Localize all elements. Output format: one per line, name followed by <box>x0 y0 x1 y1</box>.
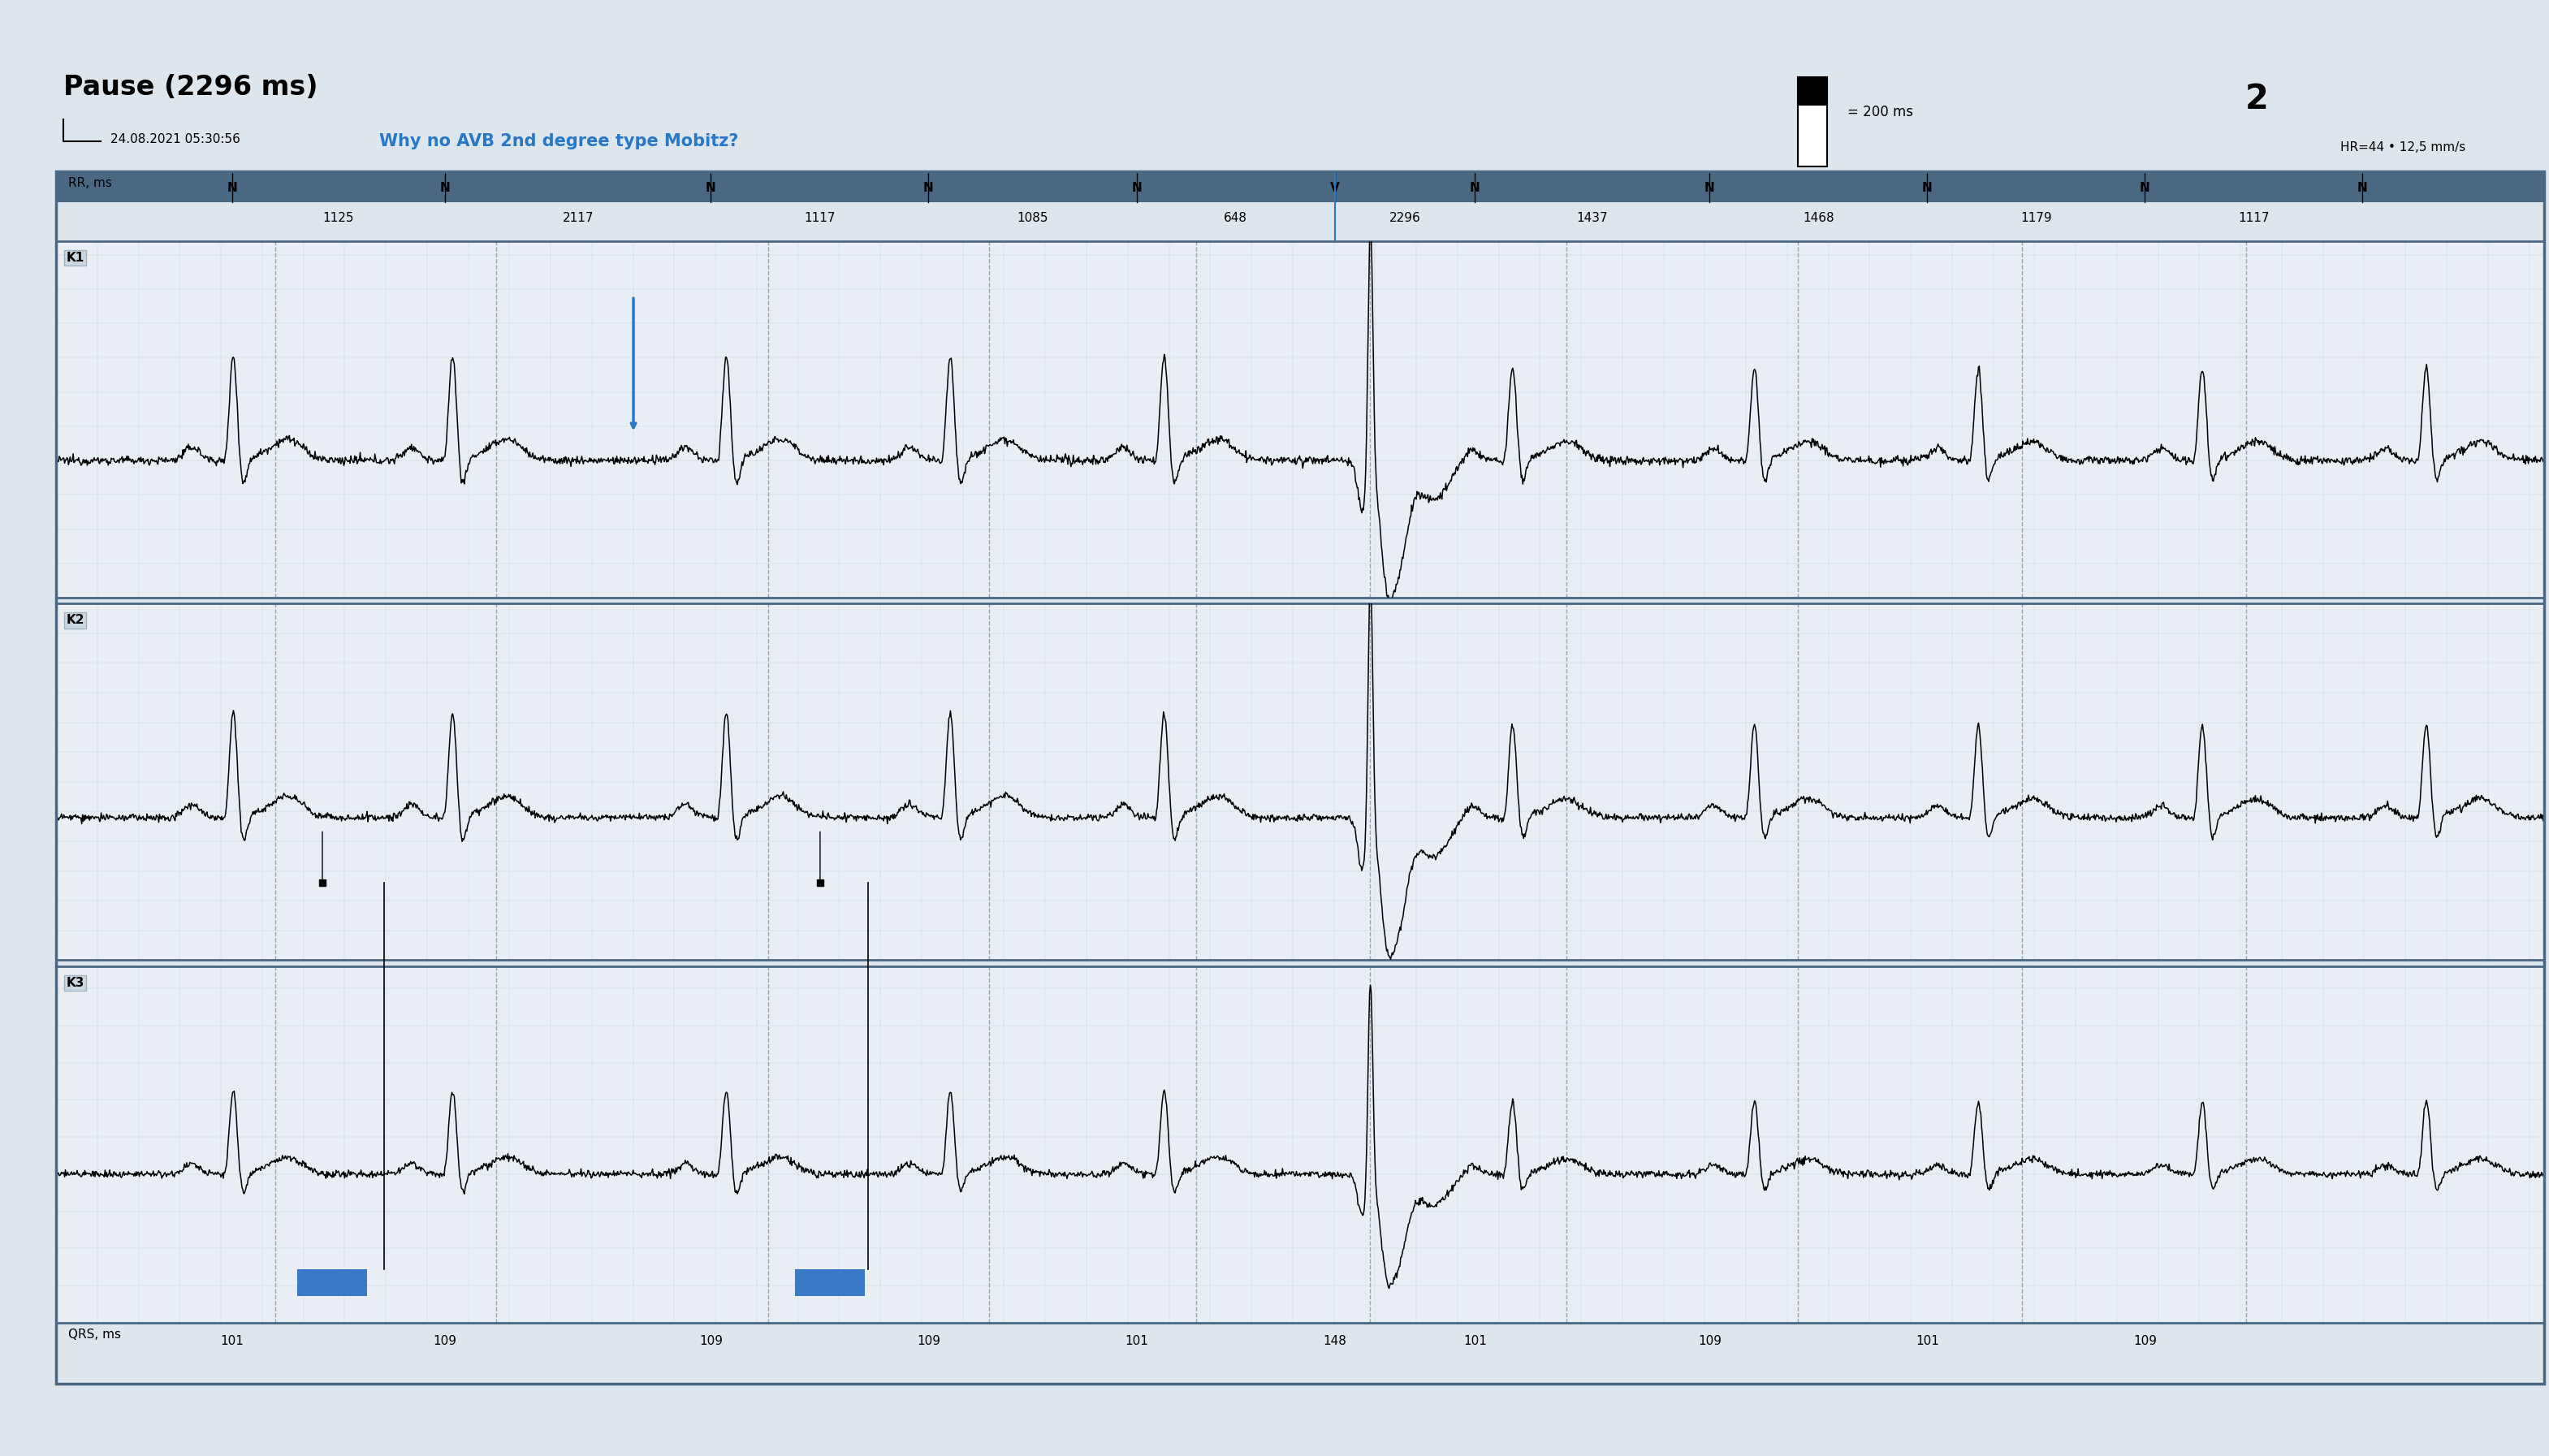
Text: 1117: 1117 <box>2238 211 2269 224</box>
Text: N: N <box>1705 182 1715 194</box>
Bar <box>1797 77 1828 166</box>
Text: K3: K3 <box>66 977 84 989</box>
Text: 1437: 1437 <box>1578 211 1608 224</box>
Text: 101: 101 <box>219 1335 245 1347</box>
Text: 1468: 1468 <box>1802 211 1835 224</box>
Bar <box>298 1270 367 1296</box>
Text: 2: 2 <box>2246 82 2269 116</box>
Text: 1085: 1085 <box>1017 211 1048 224</box>
Text: N: N <box>1471 182 1481 194</box>
Text: N: N <box>706 182 716 194</box>
Bar <box>56 170 2544 202</box>
Bar <box>795 1270 864 1296</box>
Text: 1179: 1179 <box>2021 211 2052 224</box>
Text: 109: 109 <box>1698 1335 1721 1347</box>
Bar <box>1797 77 1828 105</box>
Text: 109: 109 <box>918 1335 941 1347</box>
Text: 109: 109 <box>433 1335 456 1347</box>
Text: = 200 ms: = 200 ms <box>1848 105 1914 119</box>
Text: K2: K2 <box>66 614 84 626</box>
Text: 2117: 2117 <box>563 211 594 224</box>
Text: 101: 101 <box>1124 1335 1147 1347</box>
Text: QRS, ms: QRS, ms <box>69 1329 122 1341</box>
Text: 148: 148 <box>1323 1335 1346 1347</box>
Text: Why no AVB 2nd degree type Mobitz?: Why no AVB 2nd degree type Mobitz? <box>380 134 739 150</box>
Text: K1: K1 <box>66 252 84 264</box>
Text: 101: 101 <box>1463 1335 1486 1347</box>
Text: N: N <box>1132 182 1142 194</box>
Text: 648: 648 <box>1224 211 1246 224</box>
Text: N: N <box>2358 182 2368 194</box>
Text: V: V <box>1331 182 1341 194</box>
Text: 1117: 1117 <box>803 211 836 224</box>
Text: 1125: 1125 <box>324 211 354 224</box>
Text: N: N <box>2139 182 2151 194</box>
Text: N: N <box>441 182 451 194</box>
Text: HR=44 • 12,5 mm/s: HR=44 • 12,5 mm/s <box>2340 141 2465 153</box>
Text: N: N <box>1922 182 1932 194</box>
Text: 24.08.2021 05:30:56: 24.08.2021 05:30:56 <box>110 134 240 146</box>
Text: 101: 101 <box>1914 1335 1940 1347</box>
Text: Pause (2296 ms): Pause (2296 ms) <box>64 74 319 100</box>
Text: RR, ms: RR, ms <box>69 176 112 189</box>
Text: N: N <box>923 182 933 194</box>
Text: N: N <box>227 182 237 194</box>
Text: 2296: 2296 <box>1389 211 1420 224</box>
Text: 109: 109 <box>698 1335 724 1347</box>
Text: 109: 109 <box>2134 1335 2156 1347</box>
